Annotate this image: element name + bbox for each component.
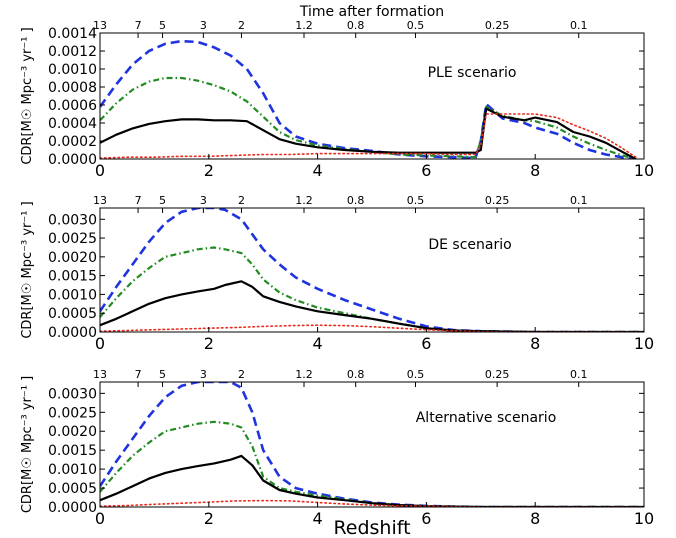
x-tick-label: 2 bbox=[204, 509, 214, 528]
axes-frame bbox=[99, 32, 645, 160]
top-tick-label: 5 bbox=[159, 19, 166, 32]
x-tick-label: 4 bbox=[313, 334, 323, 353]
x-tick-label: 10 bbox=[634, 334, 654, 353]
y-tick-label: 0.0015 bbox=[48, 269, 97, 285]
y-tick-label: 0.0020 bbox=[48, 424, 97, 440]
x-tick-label: 6 bbox=[421, 509, 431, 528]
series-line-solid bbox=[100, 280, 644, 332]
top-tick-label: 2 bbox=[238, 19, 245, 32]
series-line-dotted bbox=[100, 113, 637, 159]
top-tick-label: 0.5 bbox=[407, 194, 425, 207]
y-tick-label: 0.0030 bbox=[48, 386, 97, 402]
series-line-solid bbox=[100, 107, 637, 159]
top-tick-label: 0.1 bbox=[570, 19, 588, 32]
y-tick-label: 0.0000 bbox=[48, 325, 97, 341]
x-tick-label: 4 bbox=[313, 161, 323, 180]
top-tick-label: 0.25 bbox=[485, 194, 510, 207]
top-tick-label: 3 bbox=[200, 368, 207, 381]
top-tick-label: 7 bbox=[135, 194, 142, 207]
top-tick-label: 3 bbox=[200, 194, 207, 207]
top-tick-label: 0.25 bbox=[485, 368, 510, 381]
y-tick-label: 0.0015 bbox=[48, 443, 97, 459]
top-tick-label: 0.8 bbox=[347, 194, 365, 207]
top-tick-label: 1.2 bbox=[295, 19, 313, 32]
top-tick-label: 0.1 bbox=[570, 194, 588, 207]
x-tick-label: 10 bbox=[634, 509, 654, 528]
series-line-dashed bbox=[100, 382, 644, 507]
y-tick-label: 0.0025 bbox=[48, 231, 97, 247]
x-tick-label: 8 bbox=[530, 334, 540, 353]
series-line-dashdot bbox=[100, 420, 644, 507]
panel-2: 0 2 4 6 8 10 0.0000 0.0005 0.0010 0.0015 0.0020 0.0… bbox=[20, 194, 654, 353]
x-axis-label: Redshift bbox=[333, 517, 410, 538]
x-tick-label: 8 bbox=[530, 509, 540, 528]
top-tick-label: 13 bbox=[93, 368, 107, 381]
top-tick-label: 1.2 bbox=[295, 368, 313, 381]
x-tick-label: 2 bbox=[204, 334, 214, 353]
top-tick-label: 0.8 bbox=[347, 19, 365, 32]
y-tick-label: 0.0000 bbox=[48, 500, 97, 516]
x-tick-label: 6 bbox=[421, 334, 431, 353]
top-tick-label: 2 bbox=[238, 194, 245, 207]
x-tick-label: 4 bbox=[313, 509, 323, 528]
y-tick-label: 0.0010 bbox=[48, 62, 97, 78]
y-axis-label: CDR[M☉ Mpc⁻³ yr⁻¹ ] bbox=[20, 376, 35, 513]
scenario-title: Alternative scenario bbox=[416, 410, 557, 426]
y-axis-label: CDR[M☉ Mpc⁻³ yr⁻¹ ] bbox=[20, 201, 35, 338]
y-tick-label: 0.0006 bbox=[48, 98, 97, 114]
x-tick-label: 2 bbox=[204, 161, 214, 180]
series-line-dotted bbox=[100, 324, 644, 332]
axes-frame bbox=[99, 207, 645, 333]
top-tick-label: 2 bbox=[238, 368, 245, 381]
top-axis-title: Time after formation bbox=[299, 4, 444, 20]
scenario-title: DE scenario bbox=[428, 237, 511, 253]
x-tick-label: 0 bbox=[95, 334, 105, 353]
y-axis-label: CDR[M☉ Mpc⁻³ yr⁻¹ ] bbox=[20, 27, 35, 164]
top-tick-label: 7 bbox=[135, 19, 142, 32]
x-tick-label: 0 bbox=[95, 161, 105, 180]
top-tick-label: 0.8 bbox=[347, 368, 365, 381]
top-tick-label: 5 bbox=[159, 194, 166, 207]
y-tick-label: 0.0025 bbox=[48, 405, 97, 421]
top-tick-label: 3 bbox=[200, 19, 207, 32]
top-tick-label: 7 bbox=[135, 368, 142, 381]
series-line-dotted bbox=[100, 499, 644, 507]
panel-1: 0 2 4 6 8 10 0.0000 0.0002 0.0004 0.0006 0.0008 0.0… bbox=[20, 19, 654, 180]
y-tick-label: 0.0010 bbox=[48, 287, 97, 303]
series-line-dashed bbox=[100, 39, 636, 159]
top-tick-label: 0.25 bbox=[485, 19, 510, 32]
x-tick-label: 8 bbox=[530, 161, 540, 180]
y-tick-label: 0.0030 bbox=[48, 212, 97, 228]
y-tick-label: 0.0008 bbox=[48, 80, 97, 96]
y-tick-label: 0.0005 bbox=[48, 306, 97, 322]
y-tick-label: 0.0014 bbox=[48, 26, 97, 42]
top-tick-label: 0.1 bbox=[570, 368, 588, 381]
panel-3: 0 2 4 6 8 10 0.0000 0.0005 0.0010 0.0015 0.0020 0.0… bbox=[20, 368, 654, 528]
y-tick-label: 0.0002 bbox=[48, 134, 97, 150]
x-tick-label: 6 bbox=[421, 161, 431, 180]
y-tick-label: 0.0005 bbox=[48, 481, 97, 497]
panels: 0 2 4 6 8 10 0.0000 0.0002 0.0004 0.0006 0.0008 0.0… bbox=[20, 19, 654, 528]
top-tick-label: 0.5 bbox=[407, 368, 425, 381]
top-tick-label: 13 bbox=[93, 194, 107, 207]
scenario-title: PLE scenario bbox=[428, 65, 517, 81]
x-tick-label: 10 bbox=[634, 161, 654, 180]
y-tick-label: 0.0010 bbox=[48, 462, 97, 478]
top-tick-label: 5 bbox=[159, 368, 166, 381]
top-tick-label: 0.5 bbox=[407, 19, 425, 32]
top-tick-label: 13 bbox=[93, 19, 107, 32]
series-line-solid bbox=[100, 454, 644, 507]
y-tick-label: 0.0000 bbox=[48, 152, 97, 168]
y-tick-label: 0.0004 bbox=[48, 116, 97, 132]
x-tick-label: 0 bbox=[95, 509, 105, 528]
top-tick-label: 1.2 bbox=[295, 194, 313, 207]
y-tick-label: 0.0012 bbox=[48, 44, 97, 60]
y-tick-label: 0.0020 bbox=[48, 250, 97, 266]
series-line-dashed bbox=[100, 208, 644, 332]
axes-frame bbox=[99, 381, 645, 508]
